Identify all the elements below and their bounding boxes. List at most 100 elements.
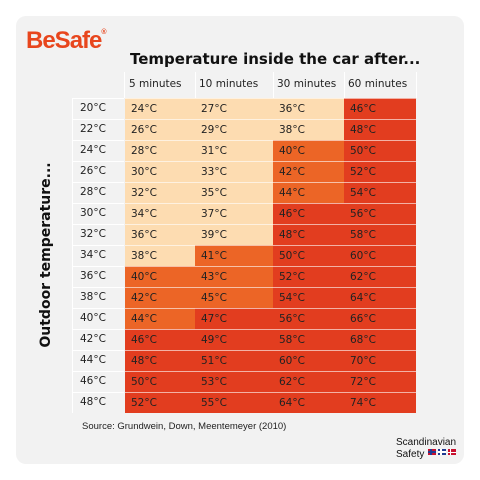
table-cell: 55°C <box>195 392 273 413</box>
table-cell: 30°C <box>125 161 195 182</box>
table-cell: 64°C <box>344 287 416 308</box>
table-cell: 58°C <box>273 329 344 350</box>
table-cell: 66°C <box>344 308 416 329</box>
row-divider <box>72 224 124 225</box>
column-header: 10 minutes <box>199 78 259 90</box>
table-cell: 54°C <box>273 287 344 308</box>
scandinavian-safety-brand: Scandinavian Safety <box>396 437 456 461</box>
row-header: 44°C <box>80 354 106 366</box>
table-cell: 74°C <box>344 392 416 413</box>
column-header: 5 minutes <box>129 78 182 90</box>
column-divider <box>273 72 274 98</box>
table-cell: 56°C <box>344 203 416 224</box>
table-cell: 39°C <box>195 224 273 245</box>
row-divider <box>72 182 124 183</box>
logo-text: BeSafe <box>26 27 102 54</box>
table-cell: 62°C <box>273 371 344 392</box>
row-divider <box>72 245 124 246</box>
table-cell: 34°C <box>125 203 195 224</box>
row-header: 34°C <box>80 249 106 261</box>
column-divider <box>124 72 125 98</box>
row-divider <box>72 161 124 162</box>
table-cell: 38°C <box>125 245 195 266</box>
row-divider <box>72 329 124 330</box>
table-cell: 40°C <box>125 266 195 287</box>
table-cell: 42°C <box>125 287 195 308</box>
table-cell: 54°C <box>344 182 416 203</box>
y-axis-label: Outdoor temperature... <box>38 162 54 348</box>
table-cell: 50°C <box>273 245 344 266</box>
source-note: Source: Grundwein, Down, Meentemeyer (20… <box>82 421 287 432</box>
row-header: 26°C <box>80 165 106 177</box>
table-cell: 50°C <box>125 371 195 392</box>
row-divider <box>72 119 124 120</box>
table-cell: 49°C <box>195 329 273 350</box>
table-cell: 50°C <box>344 140 416 161</box>
row-divider <box>72 287 124 288</box>
table-cell: 68°C <box>344 329 416 350</box>
row-header: 40°C <box>80 312 106 324</box>
row-header: 38°C <box>80 291 106 303</box>
brand-line-2: Safety <box>396 449 425 460</box>
table-cell: 52°C <box>273 266 344 287</box>
table-cell: 52°C <box>344 161 416 182</box>
table-cell: 31°C <box>195 140 273 161</box>
row-header: 20°C <box>80 102 106 114</box>
table-cell: 46°C <box>344 98 416 119</box>
table-cell: 37°C <box>195 203 273 224</box>
brand-line-1: Scandinavian <box>396 437 457 448</box>
table-cell: 47°C <box>195 308 273 329</box>
row-header: 36°C <box>80 270 106 282</box>
table-cell: 70°C <box>344 350 416 371</box>
table-cell: 38°C <box>273 119 344 140</box>
table-cell: 32°C <box>125 182 195 203</box>
table-cell: 36°C <box>273 98 344 119</box>
row-divider <box>72 98 124 99</box>
table-cell: 52°C <box>125 392 195 413</box>
row-header: 30°C <box>80 207 106 219</box>
table-cell: 35°C <box>195 182 273 203</box>
table-cell: 60°C <box>344 245 416 266</box>
row-divider <box>72 308 124 309</box>
row-header: 48°C <box>80 396 106 408</box>
besafe-logo: BeSafe® <box>26 27 107 55</box>
table-cell: 42°C <box>273 161 344 182</box>
row-header: 32°C <box>80 228 106 240</box>
table-cell: 36°C <box>125 224 195 245</box>
denmark-flag-icon <box>448 449 456 455</box>
table-cell: 58°C <box>344 224 416 245</box>
row-divider <box>72 392 124 393</box>
table-cell: 33°C <box>195 161 273 182</box>
table-cell: 51°C <box>195 350 273 371</box>
table-cell: 28°C <box>125 140 195 161</box>
row-header: 24°C <box>80 144 106 156</box>
table-cell: 60°C <box>273 350 344 371</box>
column-divider <box>344 72 345 98</box>
sweden-flag-icon <box>438 449 446 455</box>
table-cell: 46°C <box>273 203 344 224</box>
row-header-divider <box>72 98 73 413</box>
table-cell: 56°C <box>273 308 344 329</box>
row-divider <box>72 266 124 267</box>
column-divider <box>195 72 196 98</box>
table-cell: 48°C <box>344 119 416 140</box>
registered-mark: ® <box>101 29 107 36</box>
table-cell: 53°C <box>195 371 273 392</box>
table-cell: 43°C <box>195 266 273 287</box>
row-divider <box>72 350 124 351</box>
table-cell: 41°C <box>195 245 273 266</box>
row-header: 46°C <box>80 375 106 387</box>
table-cell: 29°C <box>195 119 273 140</box>
table-cell: 48°C <box>273 224 344 245</box>
table-cell: 40°C <box>273 140 344 161</box>
table-cell: 26°C <box>125 119 195 140</box>
table-cell: 45°C <box>195 287 273 308</box>
row-header: 22°C <box>80 123 106 135</box>
table-cell: 62°C <box>344 266 416 287</box>
table-cell: 64°C <box>273 392 344 413</box>
table-cell: 24°C <box>125 98 195 119</box>
row-header: 42°C <box>80 333 106 345</box>
table-cell: 46°C <box>125 329 195 350</box>
table-cell: 27°C <box>195 98 273 119</box>
row-divider <box>72 203 124 204</box>
